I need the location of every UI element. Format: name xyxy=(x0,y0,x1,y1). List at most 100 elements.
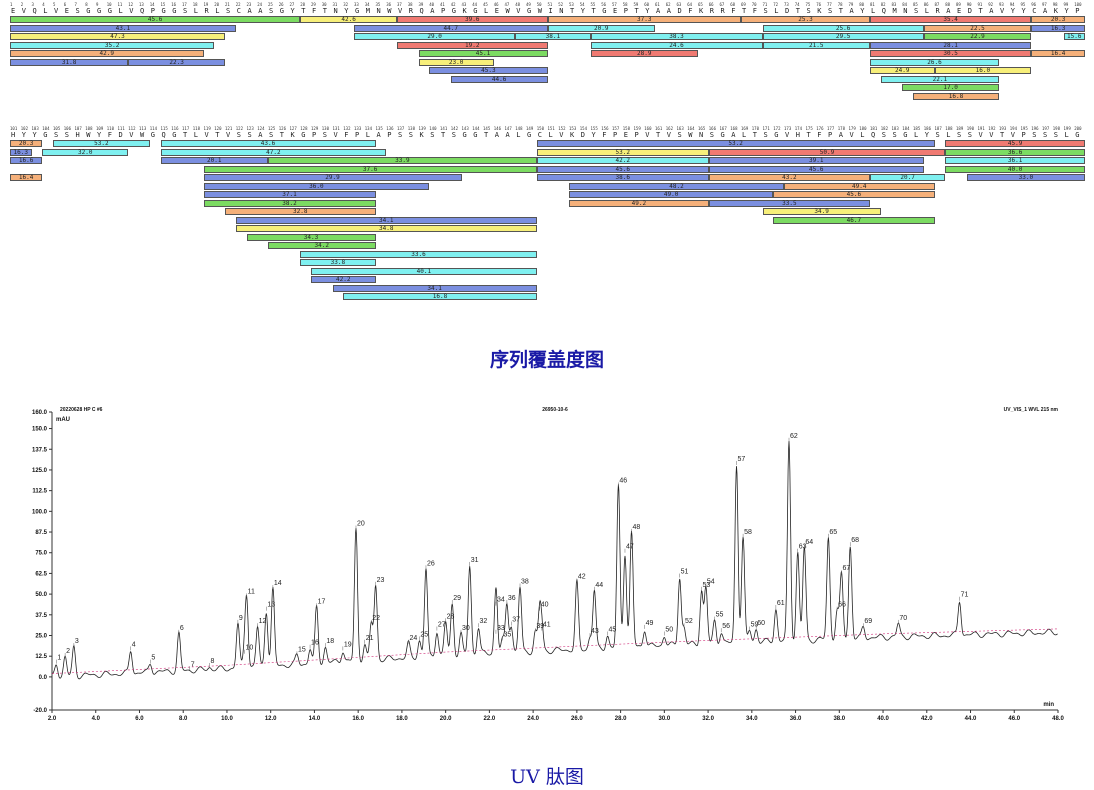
y-tick-label: -20.0 xyxy=(33,708,47,714)
residue-letter: S xyxy=(1043,131,1048,139)
residue-number: 52 xyxy=(558,2,564,7)
peak-label: 23 xyxy=(377,577,385,584)
residue-number: 111 xyxy=(117,126,125,131)
residue-number: 140 xyxy=(429,126,437,131)
residue-number: 112 xyxy=(128,126,136,131)
peptide-bar: 47.2 xyxy=(160,148,387,156)
residue-number: 141 xyxy=(440,126,448,131)
residue-letter: V xyxy=(204,131,209,139)
residue-letter: L xyxy=(548,131,553,139)
residue-letter: K xyxy=(462,7,467,15)
residue-number: 117 xyxy=(182,126,190,131)
peak-label: 2 xyxy=(66,648,70,655)
residue-letter: S xyxy=(430,131,435,139)
residue-number: 145 xyxy=(483,126,491,131)
peak-label: 5 xyxy=(151,655,155,662)
residue-number: 79 xyxy=(848,2,854,7)
residue-number: 139 xyxy=(418,126,426,131)
peptide-bar: 42.2 xyxy=(311,276,376,283)
peptide-bar: 50.9 xyxy=(708,148,946,156)
residue-letter: S xyxy=(967,131,972,139)
residue-letter: S xyxy=(398,131,403,139)
residue-number: 172 xyxy=(773,126,781,131)
residue-number: 46 xyxy=(493,2,499,7)
residue-number: 87 xyxy=(934,2,940,7)
residue-number: 32 xyxy=(343,2,349,7)
x-tick-label: 38.0 xyxy=(833,716,845,722)
residue-letter: S xyxy=(322,131,327,139)
x-tick-label: 44.0 xyxy=(965,716,977,722)
residue-letter: L xyxy=(774,7,779,15)
residue-letter: Y xyxy=(32,131,37,139)
residue-number: 188 xyxy=(945,126,953,131)
residue-letter: L xyxy=(924,7,929,15)
residue-number: 101 xyxy=(10,126,18,131)
residue-letter: V xyxy=(226,131,231,139)
residue-number: 165 xyxy=(698,126,706,131)
residue-letter: P xyxy=(441,7,446,15)
residue-letter: A xyxy=(666,7,671,15)
x-axis-unit: min xyxy=(1043,702,1054,708)
residue-number: 36 xyxy=(386,2,392,7)
peak-label: 45 xyxy=(608,627,616,634)
residue-letter: Q xyxy=(32,7,37,15)
residue-letter: P xyxy=(1075,7,1080,15)
x-tick-label: 10.0 xyxy=(221,716,233,722)
peak-label: 50 xyxy=(665,627,673,634)
peptide-bar: 28.1 xyxy=(870,41,1032,49)
residue-number: 73 xyxy=(784,2,789,7)
residue-number: 175 xyxy=(805,126,813,131)
peak-label: 29 xyxy=(453,595,461,602)
residue-letter: A xyxy=(258,131,263,139)
peak-label: 39 xyxy=(536,623,544,630)
residue-letter: P xyxy=(828,131,833,139)
peptide-bar: 44.6 xyxy=(450,75,548,83)
residue-number: 37 xyxy=(397,2,402,7)
residue-number: 126 xyxy=(278,126,286,131)
residue-letter: A xyxy=(849,7,854,15)
peak-label: 48 xyxy=(633,524,641,531)
residue-number: 185 xyxy=(913,126,921,131)
peak-label: 9 xyxy=(239,615,243,622)
residue-number: 21 xyxy=(225,2,230,7)
residue-number: 80 xyxy=(859,2,865,7)
residue-number: 74 xyxy=(794,2,800,7)
peptide-bar: 22.1 xyxy=(880,75,999,83)
residue-letter: G xyxy=(107,7,112,15)
x-tick-label: 24.0 xyxy=(527,716,539,722)
residue-letter: G xyxy=(527,131,532,139)
residue-number: 194 xyxy=(1009,126,1017,131)
residue-number: 105 xyxy=(53,126,61,131)
peptide-bar: 53.2 xyxy=(536,148,709,156)
peptide-bar: 49.4 xyxy=(784,182,935,190)
residue-letter: S xyxy=(828,7,833,15)
residue-letter: V xyxy=(516,7,521,15)
peptide-bar: 20.1 xyxy=(160,157,268,164)
residue-number: 127 xyxy=(289,126,297,131)
residue-letter: Q xyxy=(871,131,876,139)
residue-number: 2 xyxy=(20,2,24,7)
residue-number: 10 xyxy=(106,2,112,7)
residue-number: 124 xyxy=(257,126,265,131)
peak-label: 4 xyxy=(132,641,136,648)
residue-letter: T xyxy=(838,7,843,15)
peptide-bar: 16.4 xyxy=(10,174,43,181)
peak-label: 69 xyxy=(864,618,872,625)
peak-label: 59 xyxy=(751,622,759,629)
residue-letter: L xyxy=(1064,131,1069,139)
residue-number: 18 xyxy=(192,2,198,7)
peptide-bar: 22.5 xyxy=(923,24,1032,32)
peptide-bar: 32.0 xyxy=(42,148,129,156)
residue-letter: G xyxy=(774,131,779,139)
residue-letter: E xyxy=(494,7,499,15)
peak-label: 28 xyxy=(447,613,455,620)
peptide-bar: 19.2 xyxy=(397,41,548,49)
residue-letter: L xyxy=(215,7,220,15)
residue-number: 31 xyxy=(332,2,338,7)
residue-number: 200 xyxy=(1074,126,1082,131)
peak-label: 66 xyxy=(838,602,846,609)
peak-label: 3 xyxy=(75,638,79,645)
peptide-bar: 33.9 xyxy=(268,157,537,164)
residue-number: 78 xyxy=(837,2,843,7)
residue-letter: S xyxy=(709,131,714,139)
